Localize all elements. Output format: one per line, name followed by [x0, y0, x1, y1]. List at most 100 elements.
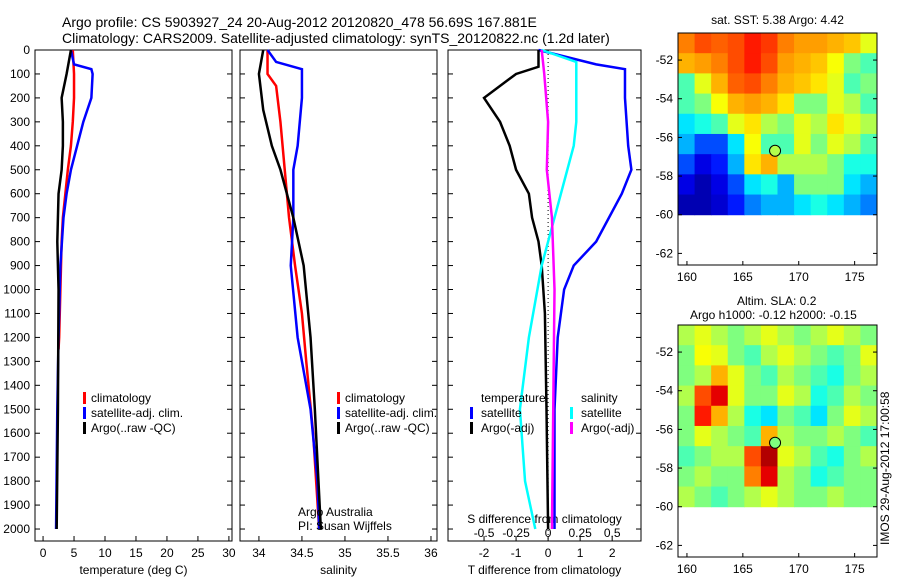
- heatmap-cell: [694, 53, 712, 74]
- heatmap-cell: [827, 194, 845, 216]
- legend-swatch: [337, 422, 340, 434]
- x-tick-label: 34: [252, 546, 266, 560]
- heatmap-cell: [694, 365, 712, 387]
- heatmap-cell: [678, 466, 696, 488]
- heatmap-cell: [694, 385, 712, 407]
- heatmap-cell: [794, 425, 812, 447]
- legend-label: Argo(..raw -QC): [91, 421, 176, 435]
- y-tick-label: 1500: [3, 402, 30, 416]
- x-tick-label: 165: [733, 562, 753, 576]
- heatmap-cell: [777, 345, 795, 366]
- annotation: PI: Susan Wijffels: [298, 519, 392, 533]
- heatmap-cell: [843, 194, 861, 216]
- heatmap-cell: [678, 385, 696, 407]
- heatmap-cell: [678, 33, 696, 54]
- heatmap-cell: [860, 365, 878, 387]
- heatmap-cell: [827, 466, 845, 488]
- heatmap-cell: [794, 365, 812, 387]
- heatmap-cell: [860, 486, 878, 508]
- legend-swatch: [83, 407, 86, 419]
- heatmap-cell: [711, 53, 729, 74]
- heatmap-cell: [810, 133, 828, 155]
- heatmap-cell: [810, 194, 828, 216]
- annotation: Argo Australia: [298, 505, 373, 519]
- heatmap-cell: [794, 194, 812, 216]
- heatmap-cell: [843, 405, 861, 427]
- legend-swatch: [570, 422, 573, 434]
- heatmap-cell: [678, 425, 696, 447]
- heatmap-cell: [678, 133, 696, 155]
- x-tick-label: 30: [222, 546, 236, 560]
- heatmap-cell: [760, 405, 778, 427]
- heatmap-cell: [711, 33, 729, 54]
- heatmap-cell: [694, 486, 712, 508]
- heatmap-cell: [860, 53, 878, 74]
- legend-swatch: [570, 407, 573, 419]
- heatmap-cell: [711, 466, 729, 488]
- heatmap-cell: [744, 486, 762, 508]
- heatmap-cell: [827, 113, 845, 135]
- heatmap-cell: [843, 154, 861, 175]
- heatmap-cell: [810, 53, 828, 74]
- heatmap-cell: [777, 486, 795, 508]
- heatmap-cell: [744, 365, 762, 387]
- y-tick-label: -54: [656, 92, 674, 106]
- x-tick-label: 25: [191, 546, 205, 560]
- heatmap-cell: [694, 325, 712, 346]
- heatmap-cell: [810, 365, 828, 387]
- y-tick-label: 1800: [3, 474, 30, 488]
- heatmap-cell: [744, 53, 762, 74]
- heatmap-cell: [860, 446, 878, 467]
- heatmap-cell: [760, 33, 778, 54]
- heatmap-cell: [711, 325, 729, 346]
- y-tick-label: 2000: [3, 522, 30, 536]
- heatmap-cell: [810, 113, 828, 135]
- heatmap-cell: [711, 174, 729, 196]
- y-tick-label: 700: [10, 211, 30, 225]
- heatmap-cell: [760, 345, 778, 366]
- x-tick-label: 175: [845, 270, 865, 284]
- heatmap-cell: [777, 113, 795, 135]
- x-tick-label: 2: [609, 546, 616, 560]
- heatmap-cell: [711, 113, 729, 135]
- heatmap-cell: [794, 154, 812, 175]
- map-title: sat. SST: 5.38 Argo: 4.42: [711, 13, 844, 27]
- heatmap-cell: [827, 33, 845, 54]
- y-tick-label: 1300: [3, 354, 30, 368]
- s-tick-label: 0: [545, 526, 552, 540]
- heatmap-cell: [843, 73, 861, 95]
- heatmap-cell: [727, 194, 745, 216]
- heatmap-cell: [760, 73, 778, 95]
- legend-label: satellite: [581, 406, 622, 420]
- heatmap-cell: [694, 133, 712, 155]
- heatmap-cell: [694, 446, 712, 467]
- map-axes: [677, 32, 878, 266]
- heatmap-cell: [777, 466, 795, 488]
- timestamp-label: IMOS 29-Aug-2012 17:00:58: [878, 391, 892, 545]
- heatmap-cell: [810, 325, 828, 346]
- series-line-t-satellite: [538, 48, 633, 530]
- x-tick-label: 0: [40, 546, 47, 560]
- heatmap-cell: [711, 73, 729, 95]
- heatmap-cell: [794, 93, 812, 115]
- x-tick-label: 20: [160, 546, 174, 560]
- x-tick-label: 165: [733, 270, 753, 284]
- legend-label: Argo(-adj): [581, 421, 634, 435]
- legend-label: Argo(-adj): [481, 421, 534, 435]
- heatmap-cell: [760, 446, 778, 467]
- heatmap-cell: [727, 73, 745, 95]
- y-tick-label: -52: [656, 53, 674, 67]
- heatmap-cell: [744, 325, 762, 346]
- y-tick-label: 1900: [3, 498, 30, 512]
- heatmap-cell: [860, 385, 878, 407]
- heatmap-cell: [744, 93, 762, 115]
- heatmap-cell: [860, 133, 878, 155]
- y-tick-label: -54: [656, 384, 674, 398]
- heatmap-cell: [727, 53, 745, 74]
- series-line-satellite-adj-clim-: [266, 49, 321, 530]
- heatmap-cell: [827, 133, 845, 155]
- heatmap-cell: [794, 345, 812, 366]
- heatmap-cell: [760, 466, 778, 488]
- heatmap-cell: [711, 365, 729, 387]
- heatmap-cell: [860, 174, 878, 196]
